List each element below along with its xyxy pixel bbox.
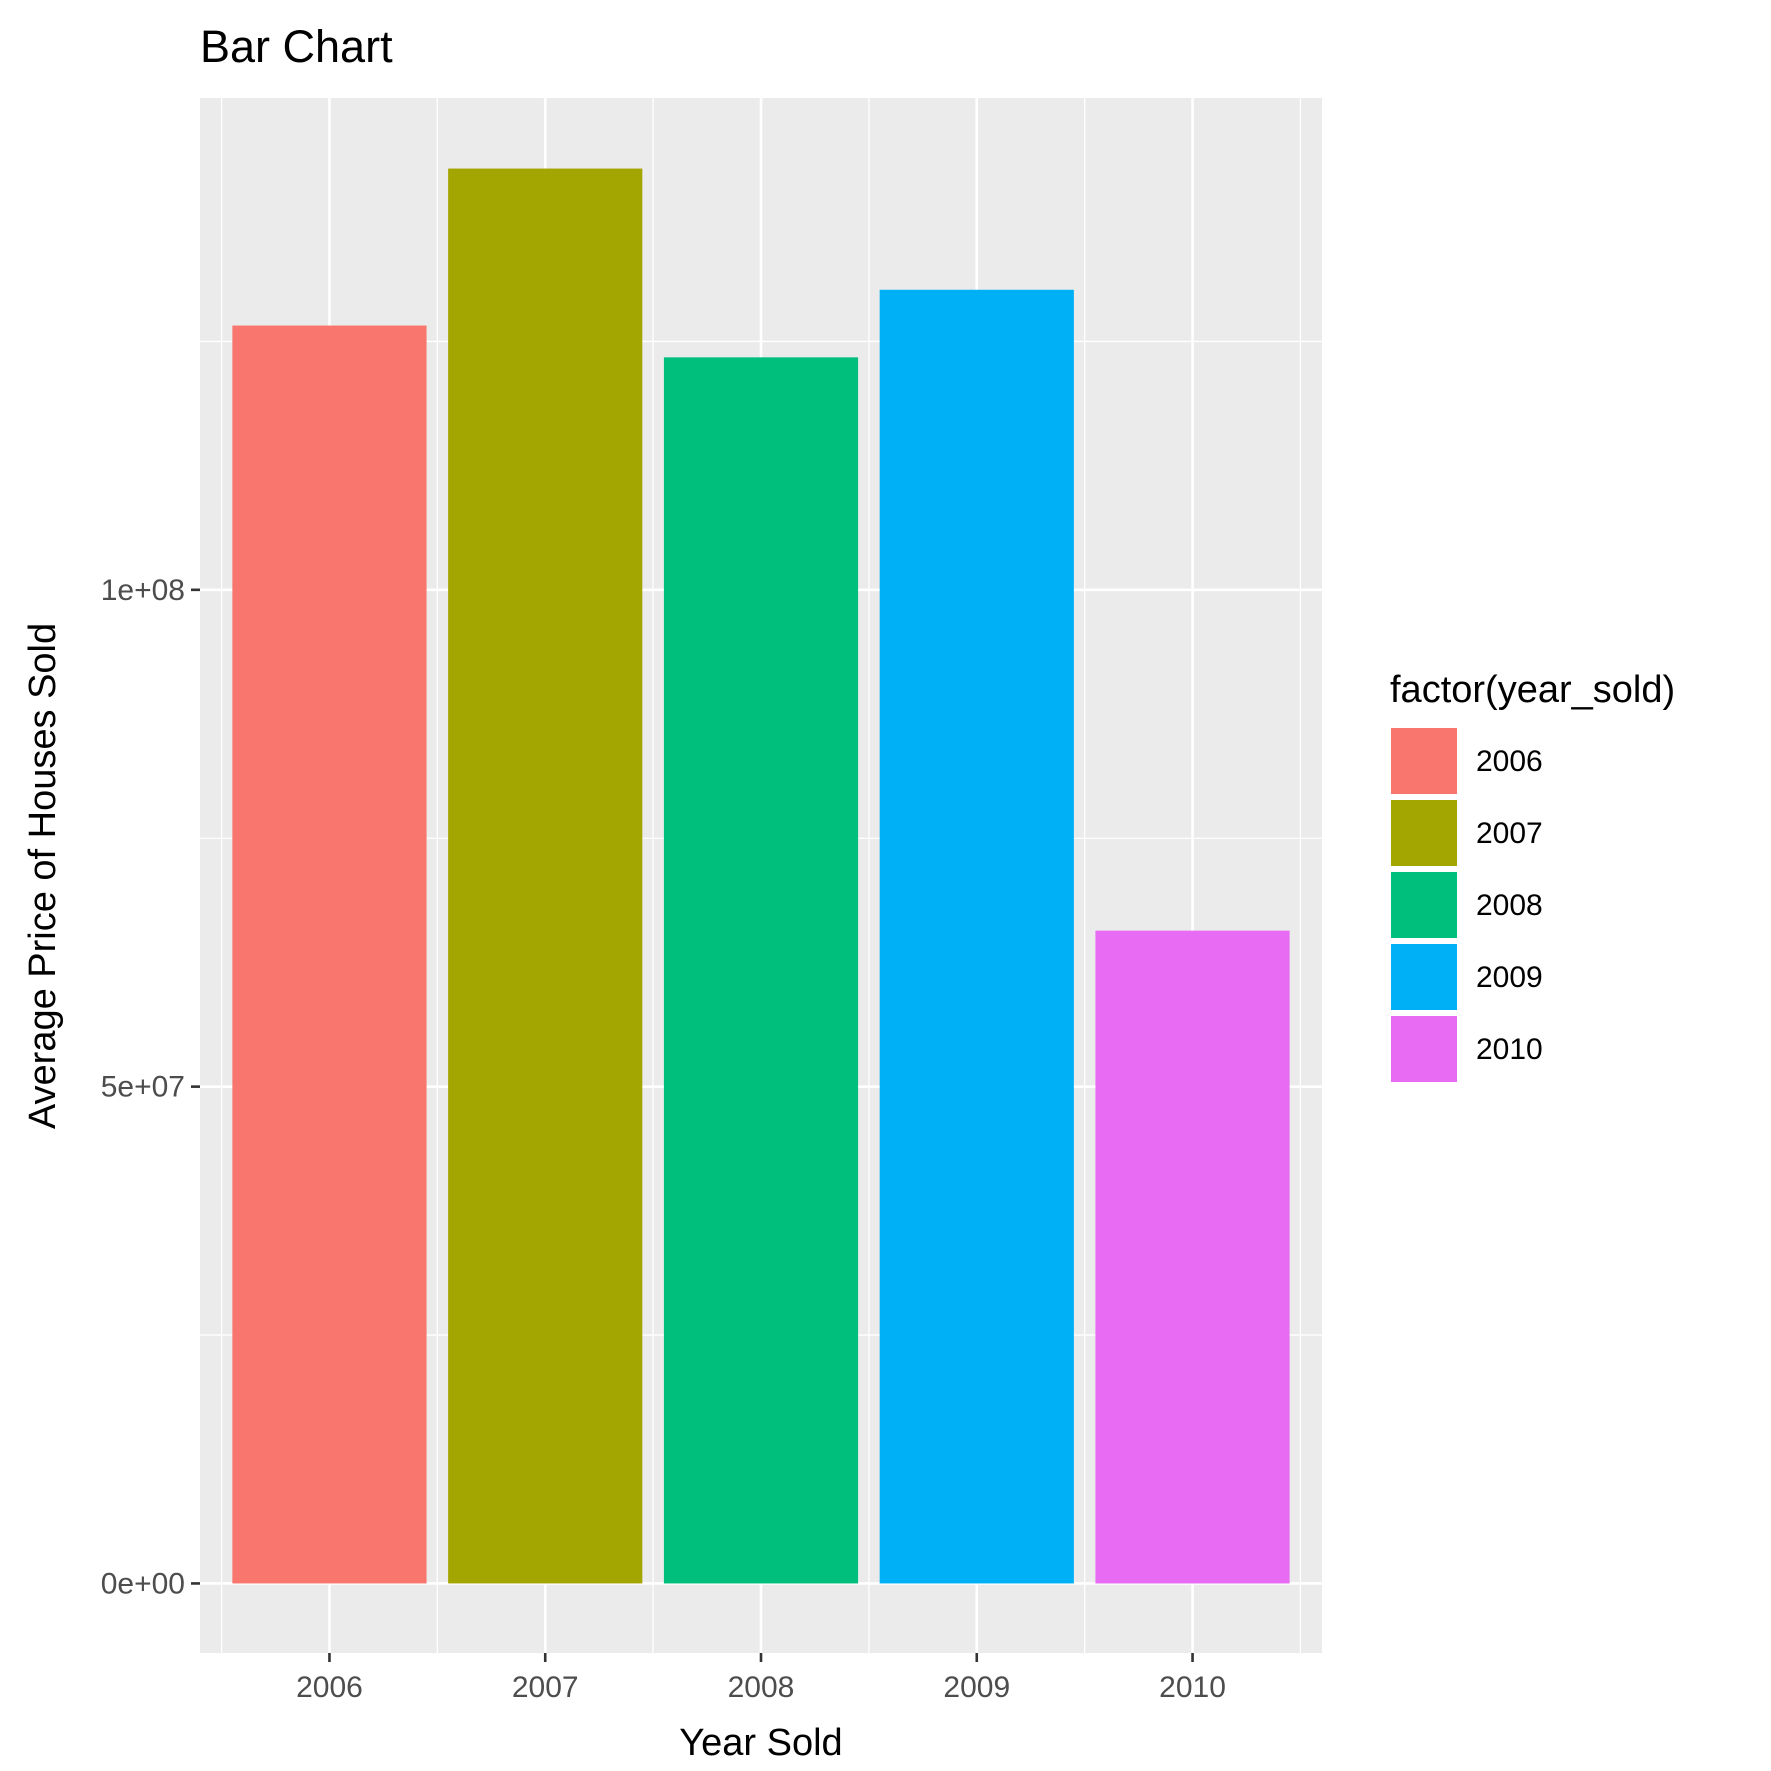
x-tick-label: 2008: [728, 1671, 795, 1704]
x-axis: 2006 2007 2008 2009 2010: [296, 1653, 1226, 1704]
bar-2008: [663, 357, 859, 1584]
legend-key-2010: [1389, 1014, 1459, 1084]
y-tick-label: 5e+07: [101, 1071, 185, 1104]
legend-key-2007: [1389, 798, 1459, 868]
legend: factor(year_sold) 2006 2007 2008 2009 2010: [1389, 669, 1675, 1084]
bar-2010: [1095, 930, 1290, 1584]
legend-label-2007: 2007: [1476, 817, 1543, 850]
x-tick-label: 2006: [296, 1671, 363, 1704]
legend-label-2009: 2009: [1476, 961, 1543, 994]
x-tick-label: 2010: [1159, 1671, 1226, 1704]
legend-key-2008: [1389, 870, 1459, 940]
y-axis: 0e+00 5e+07 1e+08: [101, 574, 200, 1600]
y-tick-label: 1e+08: [101, 574, 185, 607]
x-tick-label: 2007: [512, 1671, 579, 1704]
bar-2006: [232, 325, 427, 1584]
bar-2009: [879, 289, 1074, 1584]
legend-label-2010: 2010: [1476, 1033, 1543, 1066]
legend-label-2008: 2008: [1476, 889, 1543, 922]
bars: [232, 168, 1290, 1584]
chart-title: Bar Chart: [200, 21, 393, 72]
legend-key-2009: [1389, 942, 1459, 1012]
y-axis-title: Average Price of Houses Sold: [22, 623, 64, 1129]
legend-items: 2006 2007 2008 2009 2010: [1389, 726, 1543, 1084]
legend-title: factor(year_sold): [1390, 669, 1675, 711]
x-tick-label: 2009: [943, 1671, 1010, 1704]
y-tick-label: 0e+00: [101, 1567, 185, 1600]
bar-2007: [448, 168, 643, 1584]
legend-key-2006: [1389, 726, 1459, 796]
legend-label-2006: 2006: [1476, 745, 1543, 778]
x-axis-title: Year Sold: [679, 1722, 842, 1764]
